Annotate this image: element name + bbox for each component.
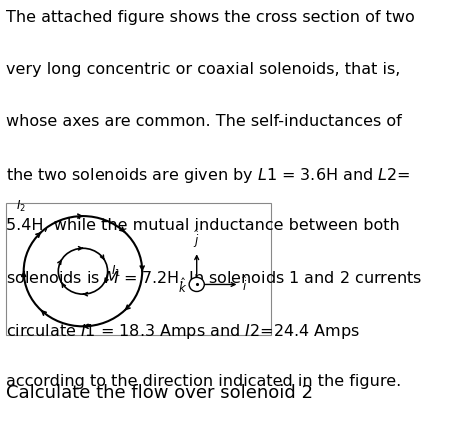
Text: solenoids is $\mathit{M}$ = 7.2H. In solenoids 1 and 2 currents: solenoids is $\mathit{M}$ = 7.2H. In sol…: [6, 270, 422, 286]
Text: $\mathit{I}_2$: $\mathit{I}_2$: [16, 199, 26, 214]
FancyBboxPatch shape: [6, 203, 271, 335]
Text: $\hat{i}$: $\hat{i}$: [242, 275, 247, 294]
Text: $\hat{j}$: $\hat{j}$: [193, 228, 200, 250]
Text: $\mathit{I}_1$: $\mathit{I}_1$: [111, 264, 121, 279]
Circle shape: [189, 277, 204, 292]
Text: Calculate the flow over solenoid 2: Calculate the flow over solenoid 2: [6, 384, 313, 402]
Text: the two solenoids are given by $\mathit{L}$1 = 3.6H and $\mathit{L}$2=: the two solenoids are given by $\mathit{…: [6, 166, 410, 185]
Text: The attached figure shows the cross section of two: The attached figure shows the cross sect…: [6, 10, 414, 25]
Text: according to the direction indicated in the figure.: according to the direction indicated in …: [6, 374, 401, 389]
Text: whose axes are common. The self-inductances of: whose axes are common. The self-inductan…: [6, 114, 401, 129]
Text: circulate $\mathit{I}$1 = 18.3 Amps and $\mathit{I}$2=24.4 Amps: circulate $\mathit{I}$1 = 18.3 Amps and …: [6, 322, 360, 341]
Text: very long concentric or coaxial solenoids, that is,: very long concentric or coaxial solenoid…: [6, 62, 400, 77]
Text: $\hat{k}$: $\hat{k}$: [178, 277, 187, 296]
Text: 5.4H, while the mutual inductance between both: 5.4H, while the mutual inductance betwee…: [6, 218, 400, 233]
